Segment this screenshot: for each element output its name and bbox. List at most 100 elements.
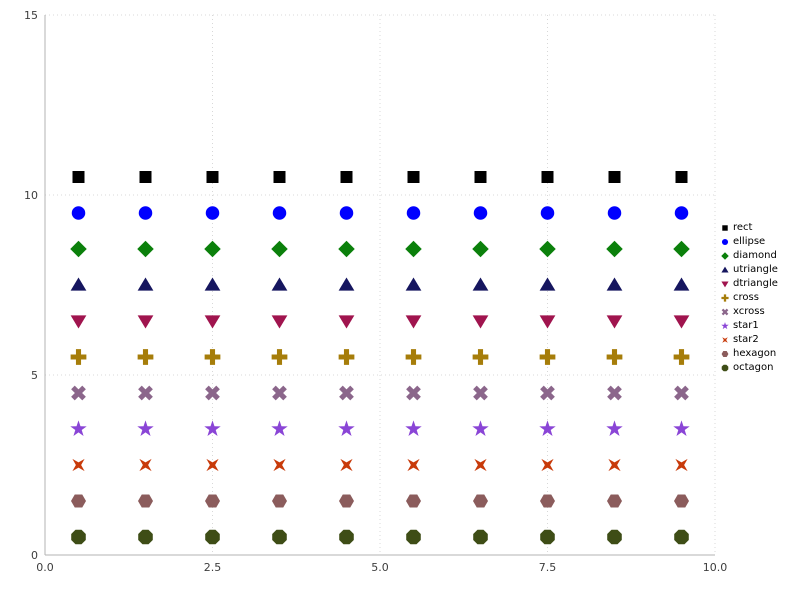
rect-marker <box>72 171 85 183</box>
legend-label: dtriangle <box>733 278 778 289</box>
dtriangle-marker <box>606 315 623 329</box>
legend-star2-icon <box>722 337 728 343</box>
star2-marker <box>541 458 554 472</box>
diamond-marker <box>271 240 288 258</box>
utriangle-marker <box>405 277 422 291</box>
star2-marker <box>608 458 621 472</box>
ellipse-marker <box>71 206 86 220</box>
ellipse-marker <box>138 206 153 220</box>
dtriangle-marker <box>472 315 489 329</box>
ellipse-marker <box>205 206 220 220</box>
legend-label: octagon <box>733 362 774 373</box>
series-star2 <box>72 458 688 472</box>
rect-marker <box>474 171 487 183</box>
utriangle-marker <box>271 277 288 291</box>
dtriangle-marker <box>673 315 690 329</box>
star1-marker <box>137 420 154 436</box>
utriangle-marker <box>70 277 87 291</box>
diamond-marker <box>673 240 690 258</box>
legend-rect-icon <box>722 225 728 231</box>
star1-marker <box>472 420 489 436</box>
utriangle-marker <box>721 266 729 273</box>
legend-label: diamond <box>733 250 777 261</box>
rect-marker <box>722 225 728 231</box>
diamond-marker <box>405 240 422 258</box>
series-utriangle <box>70 277 690 291</box>
utriangle-marker <box>673 277 690 291</box>
series-hexagon <box>71 494 689 508</box>
ellipse-marker <box>339 206 354 220</box>
diamond-marker <box>338 240 355 258</box>
xcross-marker <box>674 385 689 401</box>
x-tick-label: 5.0 <box>371 561 389 574</box>
series-dtriangle <box>70 315 690 329</box>
xcross-marker <box>138 385 153 401</box>
dtriangle-marker <box>137 315 154 329</box>
ellipse-marker <box>674 206 689 220</box>
star1-marker <box>271 420 288 436</box>
hexagon-marker <box>473 494 488 508</box>
legend-utriangle-icon <box>721 266 729 273</box>
diamond-marker <box>539 240 556 258</box>
cross-marker <box>405 349 422 365</box>
star1-marker <box>405 420 422 436</box>
cross-marker <box>271 349 288 365</box>
utriangle-marker <box>472 277 489 291</box>
rect-marker <box>541 171 554 183</box>
hexagon-marker <box>339 494 354 508</box>
utriangle-marker <box>338 277 355 291</box>
series-ellipse <box>71 206 689 220</box>
legend-item-dtriangle: dtriangle <box>720 277 778 291</box>
octagon-marker <box>71 529 86 545</box>
legend-item-rect: rect <box>720 221 778 235</box>
y-tick-label: 5 <box>31 369 38 382</box>
cross-marker <box>539 349 556 365</box>
octagon-marker <box>138 529 153 545</box>
x-tick-label: 7.5 <box>539 561 557 574</box>
ellipse-marker <box>607 206 622 220</box>
star1-marker <box>539 420 556 436</box>
diamond-marker <box>721 252 729 260</box>
y-tick-label: 10 <box>24 189 38 202</box>
ellipse-marker <box>272 206 287 220</box>
series-diamond <box>70 240 690 258</box>
hexagon-marker <box>71 494 86 508</box>
utriangle-marker <box>204 277 221 291</box>
dtriangle-marker <box>204 315 221 329</box>
xcross-marker <box>540 385 555 401</box>
star1-marker <box>673 420 690 436</box>
legend-item-utriangle: utriangle <box>720 263 778 277</box>
star2-marker <box>206 458 219 472</box>
xcross-marker <box>473 385 488 401</box>
diamond-marker <box>606 240 623 258</box>
legend-item-xcross: xcross <box>720 305 778 319</box>
rect-marker <box>608 171 621 183</box>
ellipse-marker <box>540 206 555 220</box>
legend-label: cross <box>733 292 759 303</box>
utriangle-marker <box>606 277 623 291</box>
cross-marker <box>472 349 489 365</box>
star1-marker <box>606 420 623 436</box>
star2-marker <box>72 458 85 472</box>
rect-marker <box>675 171 688 183</box>
cross-marker <box>70 349 87 365</box>
legend-item-star2: star2 <box>720 333 778 347</box>
hexagon-marker <box>674 494 689 508</box>
series-octagon <box>71 529 689 545</box>
legend-ellipse-icon <box>721 238 729 246</box>
series-cross <box>70 349 690 365</box>
series-xcross <box>71 385 689 401</box>
star2-marker <box>340 458 353 472</box>
star1-marker <box>721 322 729 330</box>
utriangle-marker <box>137 277 154 291</box>
star2-marker <box>407 458 420 472</box>
ellipse-marker <box>721 238 729 246</box>
legend-item-cross: cross <box>720 291 778 305</box>
dtriangle-marker <box>70 315 87 329</box>
legend-item-ellipse: ellipse <box>720 235 778 249</box>
ellipse-marker <box>473 206 488 220</box>
series-rect <box>72 171 688 183</box>
xcross-marker <box>406 385 421 401</box>
legend-diamond-icon <box>721 252 729 260</box>
